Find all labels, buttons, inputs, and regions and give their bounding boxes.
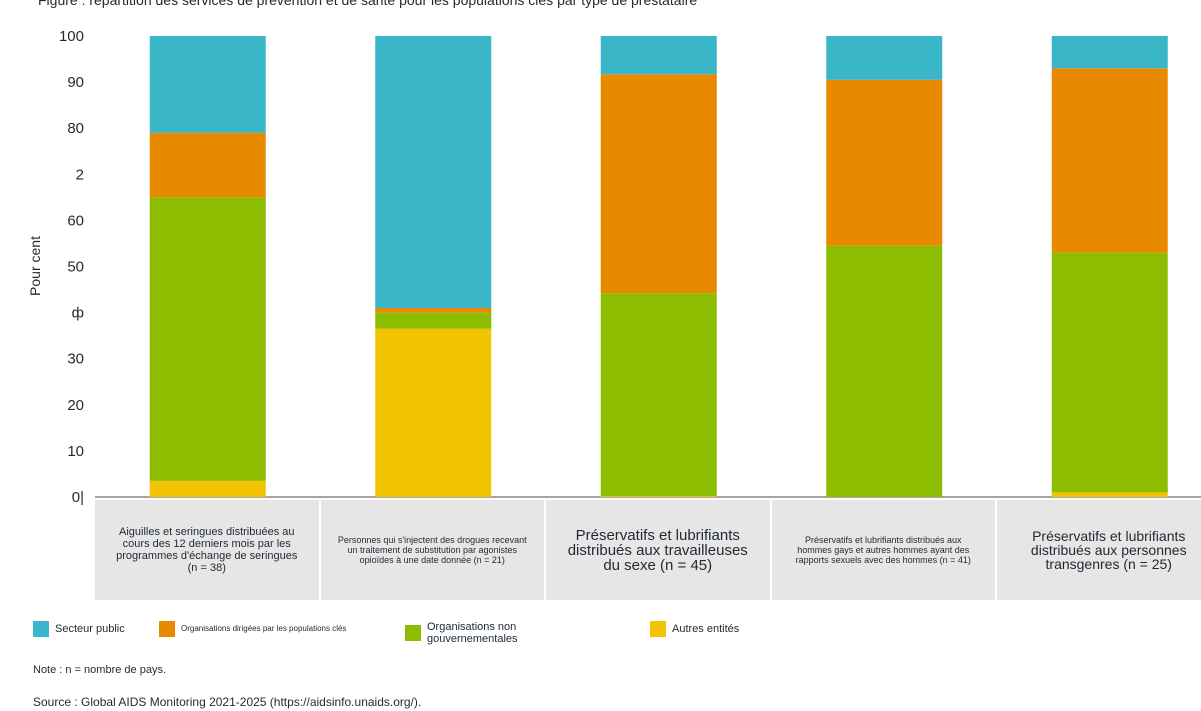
bar-segment <box>600 293 717 497</box>
bar-segment <box>149 480 266 497</box>
bar-segment <box>149 132 266 198</box>
bar-segment <box>1051 252 1168 493</box>
y-tick-label: ф <box>72 305 84 322</box>
y-tick-label: 20 <box>67 397 84 414</box>
x-category-label: Aiguilles et seringues distribuées au co… <box>95 500 319 600</box>
bar-segment <box>600 74 717 294</box>
bar-segment <box>600 496 717 497</box>
figure-title-fragment: Figure : répartition des services de pré… <box>38 0 698 8</box>
bar-segment <box>1051 492 1168 497</box>
y-tick-label: 80 <box>67 120 84 137</box>
legend-label-key-populations: Organisations dirigées par les populatio… <box>181 624 347 633</box>
legend-swatch-other-entities <box>650 621 666 637</box>
bar-segment <box>826 245 943 497</box>
legend-item-ngo: Organisations non gouvernementales <box>405 621 537 645</box>
chart-source: Source : Global AIDS Monitoring 2021-202… <box>33 695 422 709</box>
legend-swatch-ngo <box>405 625 421 641</box>
legend-label-other-entities: Autres entités <box>672 623 740 635</box>
bar-segment <box>1051 68 1168 253</box>
bar-segment <box>375 312 492 329</box>
bar-segment <box>600 36 717 75</box>
bar-segment <box>375 36 492 308</box>
bar-segment <box>375 307 492 313</box>
y-tick-label: 10 <box>67 443 84 460</box>
y-tick-label: 0| <box>72 489 84 506</box>
legend-swatch-key-populations <box>159 621 175 637</box>
y-tick-label: 100 <box>59 28 84 45</box>
y-tick-label: 2 <box>76 166 84 183</box>
legend-label-public-sector: Secteur public <box>55 623 125 635</box>
legend: Secteur public Organisations dirigées pa… <box>33 621 1173 655</box>
x-category-label: Personnes qui s'injectent des drogues re… <box>320 500 544 600</box>
bar-segment <box>826 36 943 80</box>
x-category-label: Préservatifs et lubrifiants distribués a… <box>771 500 995 600</box>
legend-swatch-public-sector <box>33 621 49 637</box>
legend-item-other-entities: Autres entités <box>650 621 739 637</box>
legend-item-key-populations: Organisations dirigées par les populatio… <box>159 621 346 637</box>
bar-segment <box>375 328 492 497</box>
bar-layer <box>149 36 1168 497</box>
y-tick-label: 60 <box>67 212 84 229</box>
y-tick-label: 90 <box>67 74 84 91</box>
legend-label-ngo: Organisations non gouvernementales <box>427 621 518 645</box>
y-tick-label: 30 <box>67 351 84 368</box>
bar-segment <box>1051 36 1168 69</box>
chart-note: Note : n = nombre de pays. <box>33 664 166 676</box>
legend-item-public-sector: Secteur public <box>33 621 125 637</box>
y-tick-label: 50 <box>67 259 84 276</box>
bar-segment <box>826 79 943 246</box>
y-axis-title: Pour cent <box>27 236 43 296</box>
bar-segment <box>149 36 266 133</box>
x-category-label: Préservatifs et lubrifiants distribués a… <box>997 500 1201 600</box>
bar-segment <box>149 197 266 481</box>
axis-layer: 0| 10 20 30 ф 50 60 2 80 90 100 Pour cent <box>27 28 1201 506</box>
x-category-label: Préservatifs et lubrifiants distribués a… <box>546 500 770 600</box>
